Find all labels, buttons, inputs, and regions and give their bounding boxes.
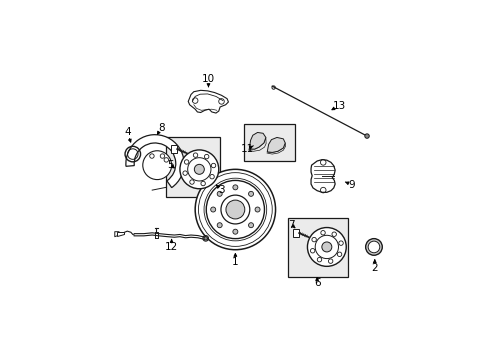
Circle shape <box>204 154 208 159</box>
Circle shape <box>255 207 260 212</box>
Wedge shape <box>125 135 183 188</box>
Text: 12: 12 <box>164 242 178 252</box>
Polygon shape <box>266 143 285 154</box>
Circle shape <box>203 237 207 240</box>
Circle shape <box>310 248 314 253</box>
Circle shape <box>201 181 205 186</box>
Circle shape <box>217 223 222 228</box>
Text: 4: 4 <box>123 127 130 137</box>
Text: 11: 11 <box>240 144 253 154</box>
Polygon shape <box>267 138 285 152</box>
Circle shape <box>183 171 187 175</box>
Circle shape <box>248 192 253 196</box>
Text: 9: 9 <box>348 180 354 190</box>
Text: 1: 1 <box>232 257 238 267</box>
Circle shape <box>337 252 341 257</box>
Polygon shape <box>249 132 265 149</box>
Circle shape <box>193 153 197 157</box>
Circle shape <box>320 230 325 235</box>
Bar <box>166 138 220 197</box>
Circle shape <box>317 257 321 262</box>
Circle shape <box>328 259 332 264</box>
Text: 13: 13 <box>332 100 345 111</box>
Circle shape <box>187 158 210 181</box>
Circle shape <box>364 134 368 138</box>
Circle shape <box>248 223 253 228</box>
Circle shape <box>311 237 316 242</box>
Circle shape <box>307 228 346 266</box>
Text: 8: 8 <box>158 123 164 133</box>
Circle shape <box>180 150 218 189</box>
Circle shape <box>232 229 237 234</box>
Text: 5: 5 <box>166 160 173 170</box>
Circle shape <box>209 175 214 179</box>
Circle shape <box>195 169 275 250</box>
Circle shape <box>189 180 194 184</box>
Polygon shape <box>188 90 228 113</box>
Bar <box>287 218 347 278</box>
Circle shape <box>321 242 331 252</box>
Text: 7: 7 <box>288 220 294 230</box>
Circle shape <box>367 241 379 253</box>
Circle shape <box>338 241 343 246</box>
Circle shape <box>315 235 338 258</box>
Text: 3: 3 <box>218 185 224 195</box>
Text: 10: 10 <box>202 74 215 84</box>
Circle shape <box>217 192 222 196</box>
Polygon shape <box>117 232 124 236</box>
Polygon shape <box>248 138 265 151</box>
Circle shape <box>194 164 204 174</box>
Bar <box>243 123 294 161</box>
Text: 2: 2 <box>371 263 377 273</box>
Circle shape <box>142 151 171 180</box>
Circle shape <box>210 207 215 212</box>
Circle shape <box>211 163 215 168</box>
Circle shape <box>232 185 237 190</box>
Circle shape <box>365 239 382 255</box>
Bar <box>292 229 299 237</box>
Text: 6: 6 <box>313 278 320 288</box>
Circle shape <box>225 200 244 219</box>
Circle shape <box>331 232 336 237</box>
Polygon shape <box>310 159 334 192</box>
Circle shape <box>184 160 188 164</box>
Bar <box>171 145 177 153</box>
